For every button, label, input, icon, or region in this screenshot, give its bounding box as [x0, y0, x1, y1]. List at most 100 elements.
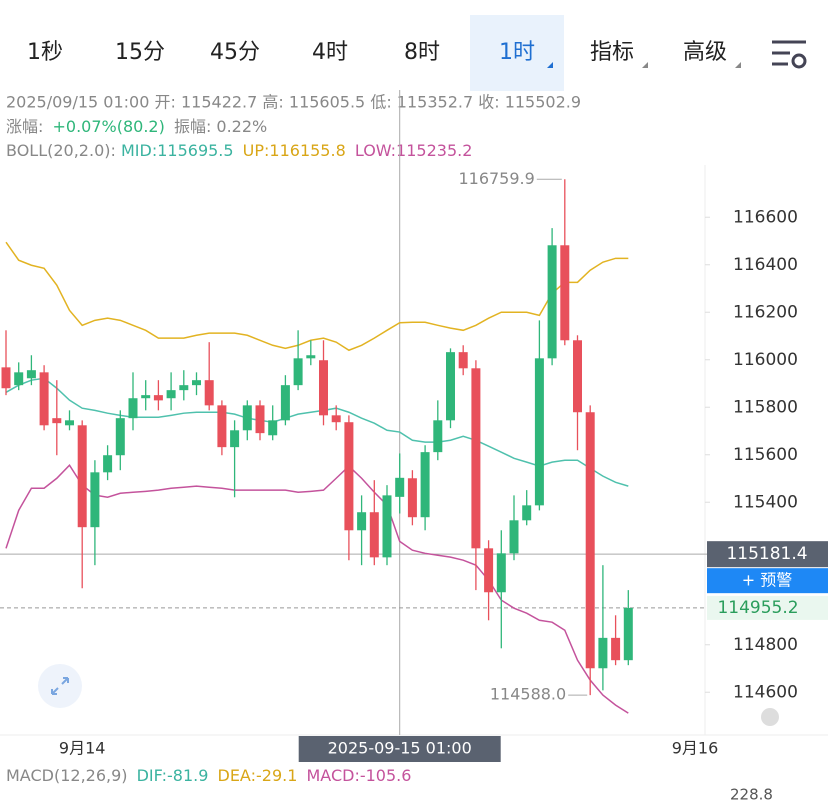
last-price-box: [707, 595, 828, 620]
y-tick-label: 114800: [733, 635, 798, 655]
candle-body: [1, 367, 11, 389]
tab-selected-bg: [470, 15, 564, 91]
expand-icon: [51, 677, 69, 695]
min-label: 114588.0: [490, 685, 566, 704]
alert-button[interactable]: [707, 568, 828, 594]
candle-body: [369, 512, 379, 558]
boll-low: LOW:115235.2: [355, 141, 473, 160]
y-tick-label: 116400: [733, 255, 798, 275]
tab[interactable]: 高级: [683, 40, 727, 65]
candle-body: [255, 405, 265, 434]
tab[interactable]: 8时: [404, 40, 440, 65]
plot: 114600 114800 115400 115600 115800 116000 1162…: [0, 90, 828, 762]
last-price-label: 114955.2: [717, 598, 798, 618]
tab-bar: 1秒 15分 45分 4时 8时 1时 指标 高级: [27, 40, 741, 68]
change-label: 涨幅:: [6, 117, 43, 136]
tab[interactable]: 4时: [312, 40, 348, 65]
candle-body: [382, 495, 392, 558]
y-tick-label: 116000: [733, 350, 798, 370]
ohlc-info: 2025/09/15 01:00 开: 115422.7 高: 115605.5…: [6, 93, 581, 112]
candle-body: [141, 395, 151, 399]
candle-body: [458, 352, 468, 369]
candle-body: [395, 477, 405, 497]
candle-body: [446, 352, 455, 421]
candle-body: [14, 372, 24, 386]
y-tick-label: 116200: [733, 302, 798, 322]
boll-line: [5, 463, 629, 714]
boll-up: UP:116155.8: [243, 141, 346, 160]
tab[interactable]: 15分: [115, 40, 165, 65]
x-tick-label: 9月14: [59, 739, 106, 758]
candle-body: [293, 358, 303, 386]
candle-body: [230, 430, 240, 448]
candle-body: [26, 370, 36, 379]
candle-body: [39, 372, 49, 426]
candle-body: [242, 405, 252, 431]
candle-body: [509, 520, 519, 554]
y-tick-label: 115600: [733, 445, 798, 465]
crosshair-y-box: [707, 541, 828, 568]
tab-caret: [642, 62, 648, 68]
boll-line: [5, 377, 629, 487]
macd-dif: DIF:-81.9: [137, 766, 209, 785]
boll-mid: MID:115695.5: [121, 141, 234, 160]
boll-line: [5, 241, 629, 352]
tab-caret: [735, 62, 741, 68]
candle-body: [128, 398, 138, 419]
candle-body: [420, 452, 430, 518]
candle-body: [484, 548, 494, 593]
candle-body: [407, 478, 417, 518]
tab[interactable]: 1时: [499, 40, 535, 65]
change-info: 涨幅: +0.07%(80.2) 振幅: 0.22%: [6, 117, 267, 136]
settings-icon[interactable]: [772, 40, 807, 69]
candle-body: [153, 395, 163, 401]
alert-label: + 预警: [742, 571, 793, 590]
candle-body: [77, 425, 87, 528]
max-label: 116759.9: [458, 169, 534, 188]
candle-body: [217, 405, 227, 448]
candle-body: [192, 380, 201, 386]
candle-body: [280, 385, 290, 421]
tab[interactable]: 45分: [210, 40, 260, 65]
change-value: +0.07%(80.2): [53, 117, 165, 136]
candle-body: [179, 385, 189, 391]
crosshair-x-box: [298, 736, 501, 762]
macd-dea: DEA:-29.1: [218, 766, 298, 785]
macd-label: MACD(12,26,9): [6, 766, 128, 785]
y-tick-label: 116600: [733, 207, 798, 227]
candle-body: [496, 553, 506, 593]
candle-body: [547, 245, 557, 359]
candle-body: [598, 637, 608, 669]
candle-body: [319, 360, 328, 416]
expand-button[interactable]: [38, 664, 82, 708]
candle-body: [166, 390, 176, 399]
candle-body: [585, 412, 595, 669]
candle-body: [65, 420, 74, 426]
candle-body: [306, 355, 316, 359]
tab[interactable]: 1秒: [27, 40, 63, 65]
crosshair-y-label: 115181.4: [726, 544, 807, 564]
y-tick-label: 114600: [733, 682, 798, 702]
x-tick-label: 9月16: [672, 739, 719, 758]
tab-caret: [547, 62, 553, 68]
candle-body: [90, 472, 100, 528]
candle-body: [204, 380, 214, 406]
crosshair-x-label: 2025-09-15 01:00: [328, 739, 472, 758]
macd-axis-label: 228.8: [730, 786, 773, 803]
candle-body: [433, 420, 443, 453]
boll-label: BOLL(20,2.0):: [6, 141, 116, 160]
tab[interactable]: 指标: [590, 40, 634, 65]
candle-body: [573, 340, 582, 413]
candle-body: [611, 637, 621, 661]
y-tick-label: 115800: [733, 397, 798, 417]
candle-body: [331, 415, 341, 423]
macd-value: MACD:-105.6: [306, 766, 411, 785]
reset-button[interactable]: [761, 708, 779, 726]
candle-body: [115, 418, 125, 456]
candle-body: [534, 358, 544, 506]
candle-body: [344, 422, 354, 531]
candle-body: [357, 512, 367, 531]
candle-body: [103, 455, 113, 473]
candle-body: [623, 607, 633, 661]
